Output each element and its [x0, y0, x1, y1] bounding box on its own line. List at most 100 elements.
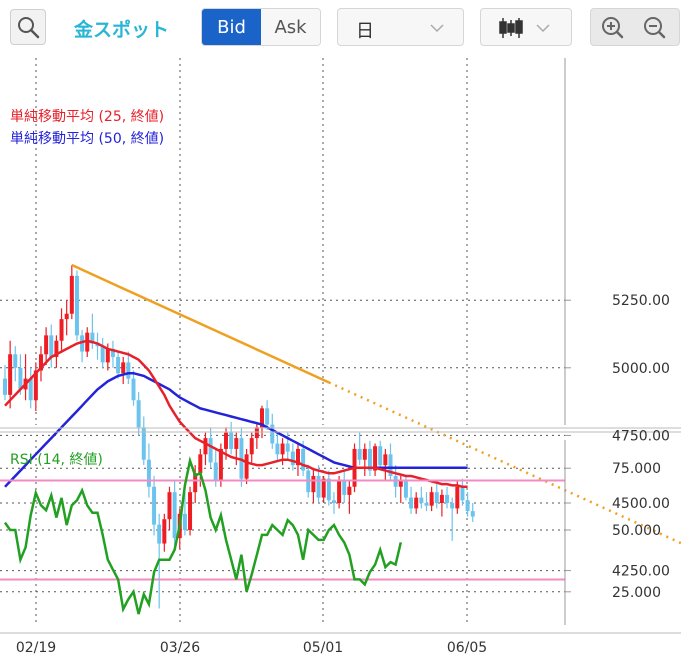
candle	[254, 427, 259, 439]
x-tick-label: 06/05	[447, 640, 487, 656]
y-tick-label: 5250.00	[612, 293, 670, 309]
candle	[18, 367, 23, 390]
candle	[188, 492, 193, 531]
candle	[38, 354, 43, 371]
candle	[203, 438, 208, 455]
candle	[311, 475, 316, 493]
candle	[367, 448, 372, 471]
sma25-line	[4, 339, 468, 489]
search-button[interactable]	[10, 9, 46, 45]
candle	[383, 454, 388, 466]
candle	[8, 354, 13, 395]
candle	[44, 335, 49, 355]
candle	[33, 370, 38, 401]
candle	[198, 454, 203, 474]
candle	[362, 448, 367, 460]
candle	[85, 332, 90, 352]
candle	[398, 481, 403, 487]
candle	[234, 438, 239, 449]
candle	[326, 478, 331, 501]
zoom-out-icon[interactable]	[644, 17, 666, 39]
candle	[182, 513, 187, 531]
candle	[424, 503, 429, 506]
candle	[249, 438, 254, 455]
y-tick-label: 4750.00	[612, 428, 670, 444]
period-select[interactable]: 日	[337, 8, 464, 46]
candle	[460, 486, 465, 501]
y-tick-label: 5000.00	[612, 361, 670, 377]
candle	[3, 378, 7, 395]
candle	[157, 524, 162, 544]
candle	[13, 354, 18, 368]
y-tick-label: 25.000	[612, 585, 661, 601]
candle	[110, 348, 115, 357]
candle	[141, 427, 146, 460]
search-icon	[18, 17, 40, 39]
candle	[172, 492, 177, 539]
candle	[131, 378, 136, 401]
candle	[146, 459, 151, 487]
candle	[331, 500, 336, 503]
candle	[470, 511, 475, 517]
candle	[229, 432, 234, 449]
candle	[373, 446, 378, 471]
candle	[59, 319, 64, 341]
candle	[445, 494, 450, 503]
candle	[403, 481, 408, 498]
candle	[152, 486, 157, 525]
chart-type-select[interactable]	[480, 8, 572, 46]
candle	[260, 408, 264, 428]
ask-button[interactable]: Ask	[261, 9, 320, 45]
chevron-down-icon	[536, 24, 550, 33]
candle	[434, 492, 439, 503]
candle	[290, 451, 295, 466]
candle	[74, 275, 79, 336]
candle	[54, 340, 59, 357]
candle	[419, 497, 424, 503]
x-tick-label: 02/19	[16, 640, 56, 656]
y-tick-label: 4500.00	[612, 496, 670, 512]
price-panel: 単純移動平均 (25, 終値) 単純移動平均 (50, 終値)	[3, 109, 681, 609]
candle	[90, 332, 95, 344]
candle	[429, 492, 434, 506]
candle	[321, 478, 326, 498]
rsi-legend: RSI (14, 終値)	[10, 452, 103, 468]
candle	[280, 443, 285, 455]
candle	[244, 454, 249, 479]
bid-button[interactable]: Bid	[202, 9, 261, 45]
candle	[218, 448, 223, 482]
axes: 5250.00 5000.00 4750.00 4500.00 4250.00 75.00…	[0, 58, 681, 656]
candle	[167, 492, 172, 520]
candle	[301, 448, 306, 471]
candle	[414, 497, 419, 509]
zoom-controls	[590, 8, 680, 46]
candle	[80, 335, 85, 352]
candle	[465, 500, 470, 512]
candle	[388, 454, 393, 476]
candle	[270, 424, 275, 444]
candle	[136, 400, 141, 428]
bid-ask-toggle: Bid Ask	[201, 8, 321, 46]
candle	[378, 446, 383, 466]
period-select-value: 日	[356, 21, 374, 42]
chevron-down-icon	[430, 24, 444, 33]
candle	[100, 346, 105, 363]
candle	[162, 519, 167, 544]
trendline	[71, 263, 330, 384]
candle	[116, 356, 121, 374]
candle	[224, 432, 229, 449]
candle	[285, 443, 290, 452]
zoom-in-icon[interactable]	[602, 17, 624, 39]
candle	[337, 481, 342, 503]
candle	[342, 481, 347, 495]
sma50-line	[4, 371, 468, 488]
y-tick-label: 50.000	[612, 523, 661, 539]
candle	[265, 408, 270, 425]
rsi-panel: RSI (14, 終値)	[0, 452, 565, 615]
x-tick-label: 05/01	[303, 640, 343, 656]
candle	[455, 486, 460, 509]
candle	[69, 275, 74, 314]
candle	[450, 503, 455, 509]
candle	[439, 494, 444, 503]
